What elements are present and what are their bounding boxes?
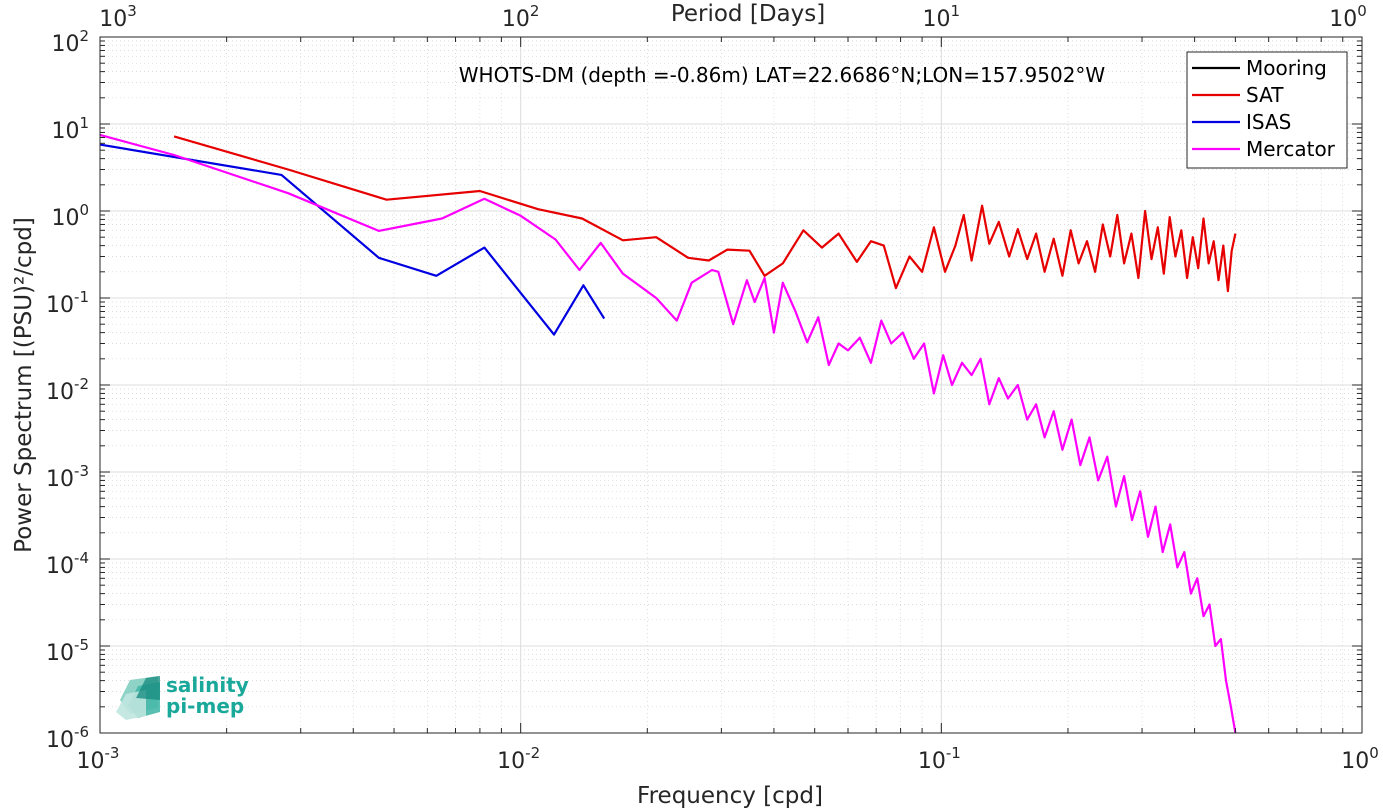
major-grid [99, 36, 1363, 734]
y-tick-label-base: 10 [46, 293, 74, 318]
series-lines [99, 133, 1237, 734]
x-tick-label-base: 10 [77, 749, 105, 774]
y-tick-label-exponent: -3 [74, 462, 89, 480]
y-tick-label: 101 [51, 114, 89, 144]
x-tick-label-exponent: -3 [105, 744, 120, 762]
x2-tick-labels: 103 102 101 100 [99, 2, 1367, 32]
x-tick-label-base: 10 [497, 749, 525, 774]
logo-text-line2: pi-mep [166, 694, 244, 718]
x2-tick-label-exponent: 1 [951, 2, 961, 20]
y-tick-label: 10-2 [46, 375, 89, 405]
y-tick-label: 102 [51, 27, 89, 57]
x2-tick-label-base: 10 [502, 7, 530, 32]
x2-axis-label: Period [Days] [671, 1, 825, 27]
x2-tick-label: 100 [1329, 2, 1367, 32]
x-axis-label: Frequency [cpd] [637, 783, 823, 809]
y-tick-label: 100 [51, 201, 89, 231]
series-line-mercator [99, 133, 1237, 734]
y-tick-label-exponent: -6 [74, 723, 89, 741]
y-tick-label: 10-1 [46, 288, 89, 318]
y-axis-label: Power Spectrum [(PSU)²/cpd] [11, 217, 37, 553]
y-tick-label-base: 10 [46, 728, 74, 753]
y-tick-label-exponent: -2 [74, 375, 89, 393]
y-tick-label-base: 10 [46, 467, 74, 492]
y-tick-label-base: 10 [51, 206, 79, 231]
x2-tick-label-exponent: 2 [530, 2, 540, 20]
y-tick-label-base: 10 [46, 641, 74, 666]
x2-tick-label-base: 10 [923, 7, 951, 32]
legend: Mooring SAT ISAS Mercator [1186, 51, 1348, 169]
legend-label-isas: ISAS [1246, 110, 1291, 134]
y-tick-label-base: 10 [46, 380, 74, 405]
x-tick-label: 10-3 [77, 744, 120, 774]
y-tick-label: 10-3 [46, 462, 89, 492]
salinity-pi-mep-logo: salinity pi-mep [116, 673, 249, 720]
x2-tick-label: 103 [99, 2, 137, 32]
x-tick-label: 10-1 [918, 744, 961, 774]
y-tick-label-base: 10 [51, 32, 79, 57]
x-tick-label-exponent: -2 [525, 744, 540, 762]
y-tick-label-exponent: 2 [79, 27, 89, 45]
y-tick-label-exponent: -1 [74, 288, 89, 306]
y-tick-label-base: 10 [46, 554, 74, 579]
legend-label-mercator: Mercator [1246, 137, 1336, 161]
chart-title: WHOTS-DM (depth =-0.86m) LAT=22.6686°N;L… [459, 63, 1106, 87]
x-tick-label-base: 10 [1341, 749, 1369, 774]
x2-tick-label-exponent: 0 [1357, 2, 1367, 20]
y-tick-label: 10-6 [46, 723, 89, 753]
y-tick-label: 10-5 [46, 636, 89, 666]
x2-tick-label-exponent: 3 [127, 2, 137, 20]
x-tick-label: 10-2 [497, 744, 540, 774]
x2-tick-label: 102 [502, 2, 540, 32]
y-tick-label-exponent: 1 [79, 114, 89, 132]
x-tick-label-exponent: -1 [946, 744, 961, 762]
y-tick-label: 10-4 [46, 549, 89, 579]
y-tick-label-exponent: -4 [74, 549, 89, 567]
x-tick-label-base: 10 [918, 749, 946, 774]
legend-label-mooring: Mooring [1246, 56, 1327, 80]
x2-tick-label: 101 [923, 2, 961, 32]
x-tick-label: 100 [1341, 744, 1379, 774]
y-tick-label-exponent: 0 [79, 201, 89, 219]
legend-label-sat: SAT [1246, 83, 1284, 107]
logo-text-line1: salinity [166, 673, 249, 697]
x2-tick-label-base: 10 [99, 7, 127, 32]
x-tick-label-exponent: 0 [1369, 744, 1379, 762]
x2-tick-label-base: 10 [1329, 7, 1357, 32]
y-tick-label-exponent: -5 [74, 636, 89, 654]
series-line-isas [99, 143, 606, 336]
y-axis-label-text: Power Spectrum [(PSU)²/cpd] [11, 217, 37, 553]
x-tick-labels: 10-3 10-2 10-1 100 [77, 744, 1379, 774]
y-tick-label-base: 10 [51, 119, 79, 144]
series-line-sat [173, 135, 1237, 293]
axis-ticks [99, 36, 1363, 734]
logo-mark-icon [116, 676, 160, 720]
